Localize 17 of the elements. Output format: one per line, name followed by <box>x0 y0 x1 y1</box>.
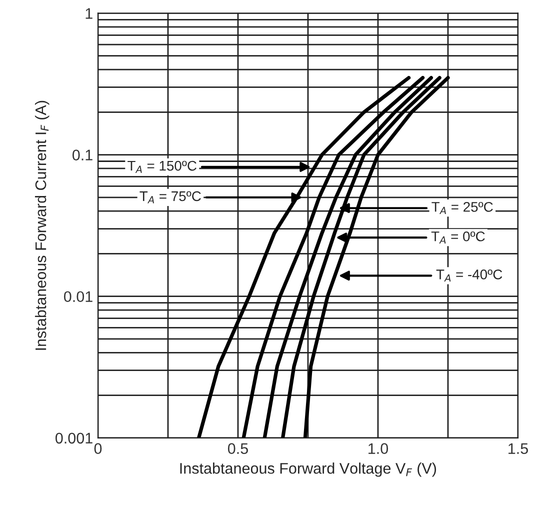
annotation: T$_{A}$ = 25ºC <box>432 202 493 214</box>
y-tick-label: 0.01 <box>64 291 92 302</box>
line-series <box>242 76 425 438</box>
line-series <box>303 76 450 438</box>
y-tick-label: 0.001 <box>55 432 92 444</box>
annotation: T$_{A}$ = 75ºC <box>140 191 201 204</box>
x-tick-label: 1.0 <box>368 443 388 454</box>
y-tick-label: 1 <box>86 8 92 19</box>
y-axis-title: Instabtaneous Forward Current I$_{F}$ (A) <box>34 100 50 350</box>
x-tick-label: 0.5 <box>228 443 248 454</box>
annotation: T$_{A}$ = 0ºC <box>431 231 485 244</box>
annotation: T$_{A}$ = 150ºC <box>128 160 196 173</box>
x-tick-label: 1.5 <box>508 443 528 454</box>
x-axis-title: Instabtaneous Forward Voltage V$_{F}$ (V) <box>180 462 436 477</box>
annotation: T$_{A}$ = -40ºC <box>436 270 502 282</box>
y-tick-label: 0.1 <box>72 150 92 160</box>
x-tick-label: 0 <box>94 443 102 454</box>
